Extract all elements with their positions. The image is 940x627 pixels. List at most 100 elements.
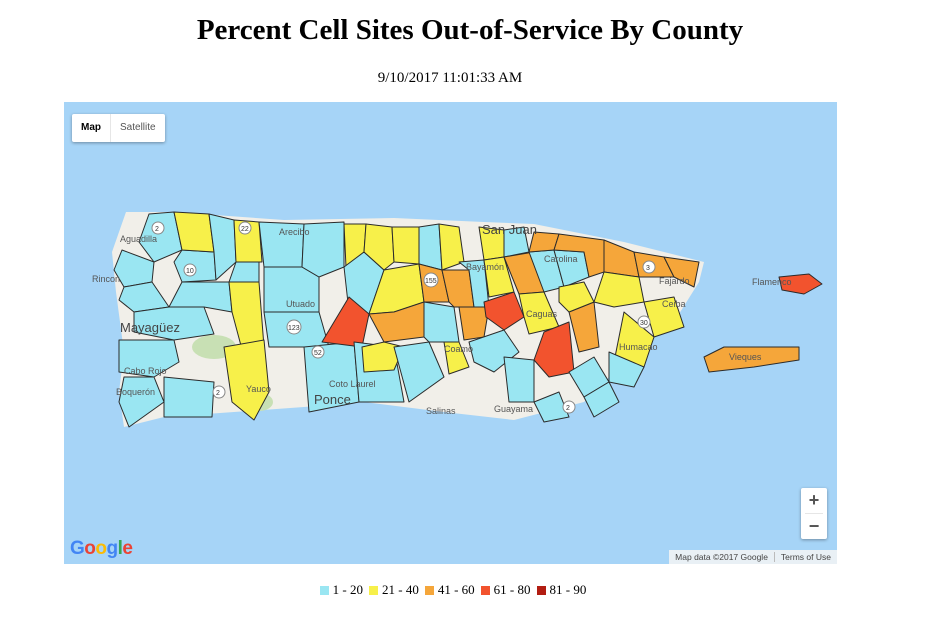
place-label: Bayamón <box>466 262 504 272</box>
legend-label: 21 - 40 <box>381 582 419 597</box>
place-label: Utuado <box>286 299 315 309</box>
county[interactable] <box>393 341 445 403</box>
county[interactable] <box>643 296 685 338</box>
road-number: 2 <box>216 390 220 397</box>
county[interactable] <box>118 376 165 428</box>
legend-item: 81 - 90 <box>536 582 587 598</box>
county[interactable] <box>168 281 233 313</box>
zoom-control: + − <box>801 488 827 539</box>
timestamp: 9/10/2017 11:01:33 AM <box>377 70 523 86</box>
county[interactable] <box>418 223 443 271</box>
logo-letter: o <box>84 538 96 559</box>
place-label: Rincon <box>92 274 120 284</box>
county[interactable] <box>533 321 575 378</box>
attribution-text: Map data ©2017 Google <box>675 552 768 562</box>
page-title: Percent Cell Sites Out-of-Service By Cou… <box>196 14 744 46</box>
road-number: 22 <box>241 226 249 233</box>
county[interactable] <box>503 356 535 403</box>
place-label: Humacao <box>619 342 658 352</box>
place-label: Coto Laurel <box>329 379 376 389</box>
county[interactable] <box>391 226 420 265</box>
county[interactable] <box>423 301 460 343</box>
place-label: Ponce <box>314 392 351 407</box>
county[interactable] <box>608 351 645 388</box>
logo-letter: l <box>117 538 123 559</box>
legend: 1 - 20 21 - 40 41 - 60 61 - 80 81 - 90 <box>0 582 906 598</box>
county[interactable] <box>593 271 645 308</box>
county[interactable] <box>458 259 490 308</box>
logo-letter: e <box>122 538 133 559</box>
zoom-in-button[interactable]: + <box>808 490 820 510</box>
legend-swatch <box>368 585 378 595</box>
county-culebra[interactable] <box>778 273 823 295</box>
logo-letter: G <box>70 538 85 559</box>
county-map[interactable]: Aguadilla Rincon Mayagüez Cabo Rojo Boqu… <box>64 102 837 564</box>
county[interactable] <box>458 306 490 341</box>
legend-item: 21 - 40 <box>368 582 419 598</box>
legend-label: 81 - 90 <box>549 582 587 597</box>
road-number: 30 <box>640 320 648 327</box>
map-type-control: Map Satellite <box>72 114 165 142</box>
county[interactable] <box>118 339 180 378</box>
county-polygons[interactable] <box>113 211 823 428</box>
legend-item: 41 - 60 <box>424 582 475 598</box>
county[interactable] <box>533 391 570 423</box>
county[interactable] <box>483 291 525 331</box>
legend-item: 1 - 20 <box>319 582 363 598</box>
logo-letter: o <box>95 538 107 559</box>
county[interactable] <box>443 341 470 375</box>
county-vieques[interactable] <box>703 346 800 373</box>
place-label: Caguas <box>526 309 558 319</box>
legend-swatch <box>480 585 490 595</box>
legend-label: 41 - 60 <box>437 582 475 597</box>
county[interactable] <box>663 256 700 288</box>
county[interactable] <box>208 213 237 281</box>
map-canvas[interactable]: Aguadilla Rincon Mayagüez Cabo Rojo Boqu… <box>64 102 837 564</box>
place-label: Arecibo <box>279 227 310 237</box>
place-label: Boquerón <box>116 387 155 397</box>
road-number: 10 <box>186 268 194 275</box>
legend-item: 61 - 80 <box>480 582 531 598</box>
map-type-map-button[interactable]: Map <box>81 122 101 133</box>
legend-label: 1 - 20 <box>332 582 363 597</box>
county[interactable] <box>483 256 515 298</box>
legend-swatch <box>536 585 546 595</box>
zoom-divider <box>805 513 823 514</box>
place-label: Aguadilla <box>120 234 157 244</box>
county[interactable] <box>163 376 215 418</box>
county[interactable] <box>518 291 560 335</box>
county[interactable] <box>558 281 595 313</box>
county[interactable] <box>223 339 270 421</box>
legend-label: 61 - 80 <box>493 582 531 597</box>
place-label: Guayama <box>494 404 533 414</box>
road-number: 2 <box>155 226 159 233</box>
county[interactable] <box>138 211 183 263</box>
place-label: Salinas <box>426 406 456 416</box>
logo-letter: g <box>106 538 119 559</box>
map-type-satellite-button[interactable]: Satellite <box>110 114 165 142</box>
map-attribution: Map data ©2017 Google Terms of Use <box>669 550 837 564</box>
legend-swatch <box>424 585 434 595</box>
county[interactable] <box>301 221 345 278</box>
county[interactable] <box>263 266 320 313</box>
road-shields: 2 22 10 123 52 155 3 30 2 2 <box>151 221 656 414</box>
place-label: Carolina <box>544 254 578 264</box>
road-number: 52 <box>314 350 322 357</box>
place-label: Coamo <box>444 344 473 354</box>
place-label: Ceiba <box>662 299 686 309</box>
zoom-out-button[interactable]: − <box>808 516 820 536</box>
place-label: Vieques <box>729 352 762 362</box>
place-label: Cabo Rojo <box>124 366 167 376</box>
county[interactable] <box>583 381 620 418</box>
road-number: 2 <box>566 405 570 412</box>
road-number: 123 <box>288 325 300 332</box>
legend-swatch <box>319 585 329 595</box>
place-label: Fajardo <box>659 276 690 286</box>
road-number: 3 <box>646 265 650 272</box>
terms-of-use-link[interactable]: Terms of Use <box>773 552 837 562</box>
google-logo[interactable]: Google <box>70 538 133 560</box>
road-number: 155 <box>425 278 437 285</box>
place-label: Mayagüez <box>120 320 180 335</box>
place-label: Yauco <box>246 384 271 394</box>
county[interactable] <box>363 223 395 271</box>
